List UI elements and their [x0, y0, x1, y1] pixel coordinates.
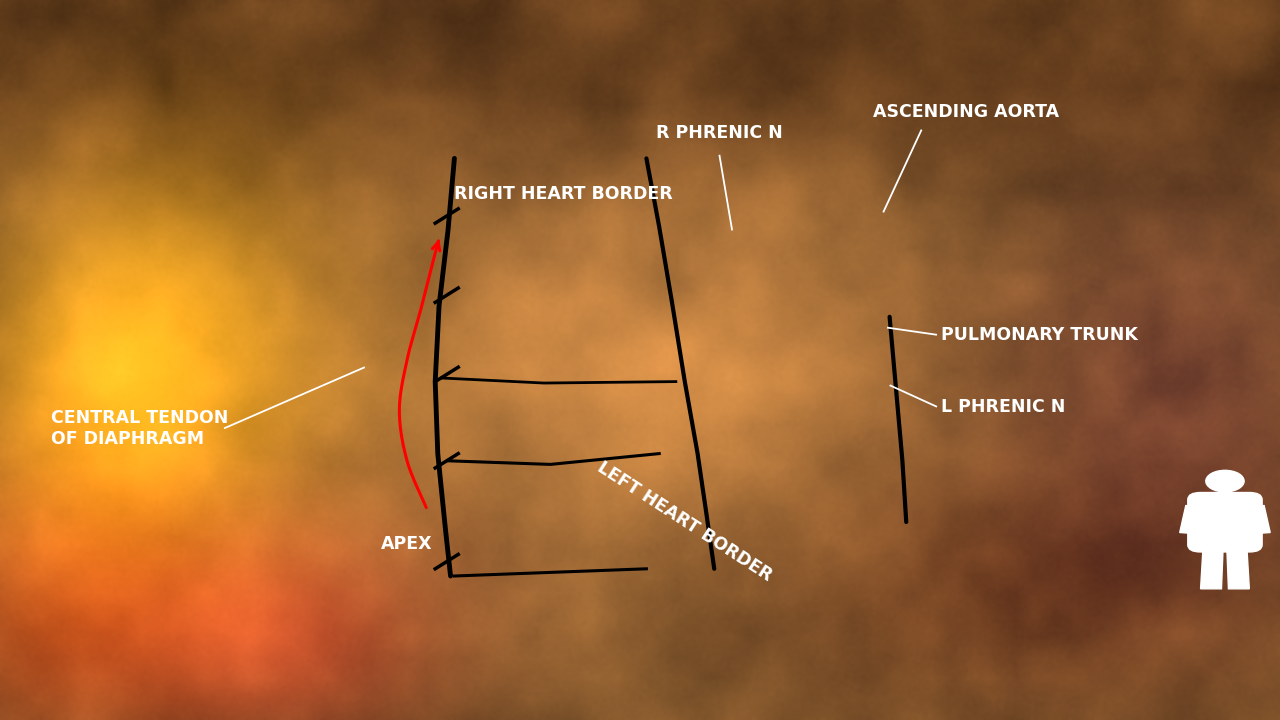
Text: APEX: APEX: [381, 534, 433, 553]
Text: LEFT HEART BORDER: LEFT HEART BORDER: [594, 459, 776, 585]
Text: PULMONARY TRUNK: PULMONARY TRUNK: [941, 326, 1138, 344]
Text: ASCENDING AORTA: ASCENDING AORTA: [873, 102, 1060, 120]
Text: CENTRAL TENDON
OF DIAPHRAGM: CENTRAL TENDON OF DIAPHRAGM: [51, 409, 229, 448]
Polygon shape: [1226, 545, 1249, 589]
Text: R PHRENIC N: R PHRENIC N: [655, 124, 783, 143]
Bar: [1219, 482, 1231, 500]
FancyBboxPatch shape: [1188, 492, 1262, 552]
Text: RIGHT HEART BORDER: RIGHT HEART BORDER: [454, 185, 672, 203]
Polygon shape: [1249, 505, 1270, 534]
Polygon shape: [1201, 545, 1224, 589]
Text: L PHRENIC N: L PHRENIC N: [941, 397, 1065, 415]
Polygon shape: [1180, 505, 1201, 534]
Circle shape: [1206, 470, 1244, 492]
